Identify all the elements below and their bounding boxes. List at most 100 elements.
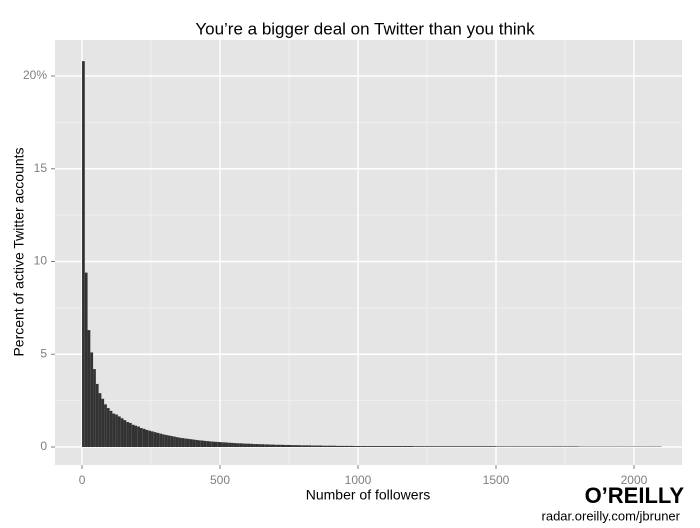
bar — [454, 446, 458, 448]
bar — [156, 432, 160, 448]
bar — [236, 443, 240, 448]
bar — [84, 272, 88, 448]
bar — [438, 446, 441, 448]
bar — [316, 445, 320, 448]
bar — [559, 446, 563, 448]
bar — [534, 446, 538, 448]
bar — [148, 430, 152, 448]
bar — [206, 441, 209, 448]
bar — [349, 445, 353, 448]
source: radar.oreilly.com/jbruner — [542, 508, 681, 523]
bar — [305, 445, 309, 448]
bar — [261, 444, 265, 448]
bar — [137, 426, 140, 448]
bar — [184, 438, 187, 448]
bar — [468, 446, 472, 448]
bar — [440, 446, 444, 448]
bar — [501, 446, 505, 448]
bar — [192, 439, 196, 448]
bar — [498, 446, 502, 448]
y-tick-label: 20% — [23, 68, 47, 82]
bar — [424, 446, 428, 448]
bar — [369, 446, 372, 448]
bar — [377, 446, 381, 448]
bar — [393, 446, 397, 448]
bar — [388, 446, 392, 448]
bar — [487, 446, 491, 448]
x-tick-label: 2000 — [621, 473, 648, 487]
bar — [250, 443, 254, 448]
bar — [272, 444, 276, 448]
bar — [151, 431, 154, 448]
bar — [484, 446, 488, 448]
bar — [178, 437, 182, 448]
bar — [564, 446, 568, 448]
bar — [341, 445, 345, 448]
bar — [106, 408, 110, 448]
bars — [82, 61, 662, 448]
bar — [126, 421, 129, 448]
bar — [214, 441, 218, 448]
bar — [208, 441, 212, 448]
bar — [509, 446, 513, 448]
bar — [553, 446, 557, 448]
bar — [269, 444, 273, 448]
bar — [415, 446, 419, 448]
bar — [449, 446, 452, 448]
bar — [443, 446, 447, 448]
bar — [346, 445, 350, 448]
bar — [98, 393, 102, 448]
bar — [382, 446, 386, 448]
bar — [302, 445, 306, 448]
bar — [482, 446, 485, 448]
bar — [258, 444, 262, 448]
bar — [451, 446, 455, 448]
bar — [211, 441, 215, 448]
bar — [352, 446, 356, 448]
bar — [313, 445, 317, 448]
bar — [338, 445, 342, 448]
bar — [512, 446, 516, 448]
x-tick-label: 1000 — [345, 473, 372, 487]
x-tick-label: 0 — [79, 473, 86, 487]
bar — [495, 446, 499, 448]
y-axis-label: Percent of active Twitter accounts — [11, 147, 27, 356]
bar — [523, 446, 527, 448]
bar — [308, 445, 312, 448]
bar — [479, 446, 483, 448]
x-tick-label: 1500 — [483, 473, 510, 487]
bar — [355, 446, 359, 448]
bar — [473, 446, 477, 448]
bar — [344, 445, 347, 448]
bar — [407, 446, 411, 448]
bar — [540, 446, 543, 448]
bar — [131, 424, 135, 448]
bar — [123, 420, 127, 448]
bar — [515, 446, 519, 448]
bar — [570, 446, 574, 448]
bar — [93, 369, 96, 448]
bar — [297, 445, 301, 448]
bar — [289, 444, 292, 448]
bar — [181, 438, 185, 448]
bar — [170, 436, 174, 448]
bar — [203, 440, 207, 448]
bar — [109, 410, 113, 448]
bar — [82, 61, 85, 448]
bar — [418, 446, 422, 448]
bar — [363, 446, 367, 448]
bar — [222, 442, 226, 448]
bar — [562, 446, 565, 448]
bar — [253, 444, 256, 448]
bar — [153, 432, 157, 448]
bar — [197, 440, 201, 448]
bar — [242, 443, 245, 448]
bar — [446, 446, 450, 448]
bar — [275, 444, 278, 448]
bar — [195, 439, 198, 448]
bar — [220, 442, 223, 448]
bar — [460, 446, 463, 448]
bar — [225, 442, 229, 448]
bar — [189, 439, 193, 448]
